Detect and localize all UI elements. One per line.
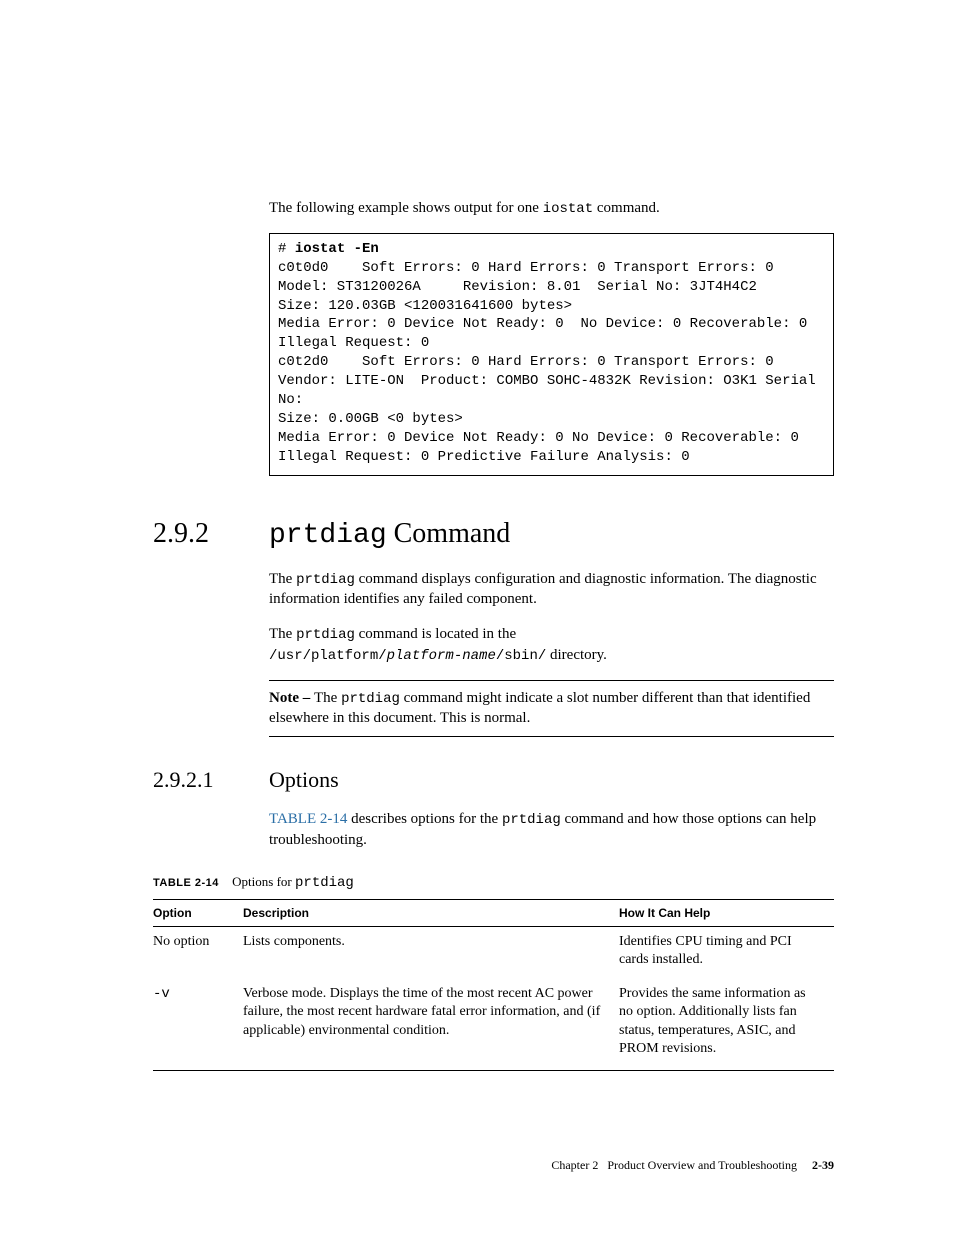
code-line: Vendor: LITE-ON Product: COMBO SOHC-4832… xyxy=(278,373,816,389)
footer-chapter: Chapter 2 Product Overview and Troublesh… xyxy=(551,1158,800,1172)
code-line: c0t2d0 Soft Errors: 0 Hard Errors: 0 Tra… xyxy=(278,354,774,370)
page-footer: Chapter 2 Product Overview and Troublesh… xyxy=(551,1158,834,1173)
inline-path: /sbin/ xyxy=(496,648,546,664)
code-command: iostat -En xyxy=(295,241,379,257)
code-line: Media Error: 0 Device Not Ready: 0 No De… xyxy=(278,316,807,332)
code-line: Model: ST3120026A Revision: 8.01 Serial … xyxy=(278,279,757,295)
section-heading: 2.9.2 prtdiag Command xyxy=(153,518,834,551)
intro-cmd: iostat xyxy=(543,201,593,217)
table-cell-description: Verbose mode. Displays the time of the m… xyxy=(243,979,619,1070)
code-line: No: xyxy=(278,392,303,408)
table-cell-help: Identifies CPU timing and PCI cards inst… xyxy=(619,926,834,979)
code-prompt: # xyxy=(278,241,295,257)
code-line: c0t0d0 Soft Errors: 0 Hard Errors: 0 Tra… xyxy=(278,260,774,276)
inline-cmd: prtdiag xyxy=(502,812,561,828)
text: The xyxy=(269,626,296,642)
code-line: Illegal Request: 0 Predictive Failure An… xyxy=(278,449,690,465)
intro-text-after: command. xyxy=(593,200,660,216)
section-number: 2.9.2 xyxy=(153,518,269,550)
subsection-title: Options xyxy=(269,767,339,793)
footer-page-number: 2-39 xyxy=(812,1158,834,1172)
section-paragraph-1: The prtdiag command displays configurati… xyxy=(269,569,834,610)
text: The xyxy=(269,571,296,587)
code-line: Media Error: 0 Device Not Ready: 0 No De… xyxy=(278,430,799,446)
code-example-box: # iostat -En c0t0d0 Soft Errors: 0 Hard … xyxy=(269,233,834,476)
code-line: Size: 120.03GB <120031641600 bytes> xyxy=(278,298,572,314)
intro-text-before: The following example shows output for o… xyxy=(269,200,543,216)
code-line: Size: 0.00GB <0 bytes> xyxy=(278,411,463,427)
table-header-row: Option Description How It Can Help xyxy=(153,899,834,926)
inline-cmd: prtdiag xyxy=(296,627,355,643)
inline-path: /usr/platform/ xyxy=(269,648,387,664)
section-paragraph-2: The prtdiag command is located in the /u… xyxy=(269,624,834,666)
text: The xyxy=(314,690,341,706)
text: command is located in the xyxy=(355,626,516,642)
table-cell-help: Provides the same information as no opti… xyxy=(619,979,834,1070)
table-row: No option Lists components. Identifies C… xyxy=(153,926,834,979)
table-caption-text: Options for xyxy=(232,874,295,889)
table-link[interactable]: TABLE 2-14 xyxy=(269,811,347,827)
table-header-option: Option xyxy=(153,899,243,926)
inline-cmd: prtdiag xyxy=(296,572,355,588)
page: The following example shows output for o… xyxy=(0,0,954,1235)
table-caption: TABLE 2-14 Options for prtdiag xyxy=(153,874,834,891)
table-caption-cmd: prtdiag xyxy=(295,875,354,891)
note-label: Note – xyxy=(269,690,314,706)
intro-paragraph: The following example shows output for o… xyxy=(269,198,834,219)
table-cell-option: -v xyxy=(153,979,243,1070)
text: Product Overview and Troubleshooting xyxy=(607,1158,797,1172)
table-row: -v Verbose mode. Displays the time of th… xyxy=(153,979,834,1070)
section-title-mono: prtdiag xyxy=(269,520,387,551)
note-box: Note – The prtdiag command might indicat… xyxy=(269,680,834,737)
section-title-rest: Command xyxy=(387,518,511,549)
text: describes options for the xyxy=(347,811,502,827)
table-cell-option: No option xyxy=(153,926,243,979)
code-line: Illegal Request: 0 xyxy=(278,335,429,351)
table-header-description: Description xyxy=(243,899,619,926)
subsection-heading: 2.9.2.1 Options xyxy=(153,767,834,793)
table-header-help: How It Can Help xyxy=(619,899,834,926)
subsection-number: 2.9.2.1 xyxy=(153,767,269,793)
inline-var: platform-name xyxy=(387,648,496,664)
table-cell-description: Lists components. xyxy=(243,926,619,979)
subsection-paragraph: TABLE 2-14 describes options for the prt… xyxy=(269,809,834,850)
table-caption-label: TABLE 2-14 xyxy=(153,877,219,889)
options-table: Option Description How It Can Help No op… xyxy=(153,899,834,1071)
text: Chapter 2 xyxy=(551,1158,598,1172)
inline-cmd: prtdiag xyxy=(341,691,400,707)
text: directory. xyxy=(546,647,607,663)
section-title: prtdiag Command xyxy=(269,518,510,551)
